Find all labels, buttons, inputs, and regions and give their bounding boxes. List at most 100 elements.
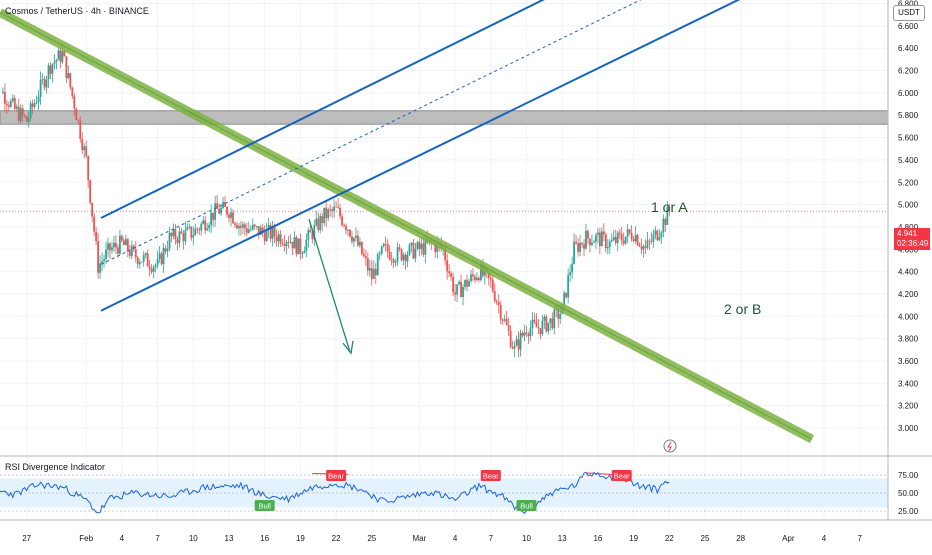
candle-body xyxy=(138,262,141,265)
candle-body xyxy=(7,105,10,107)
x-tick-label: 10 xyxy=(189,534,198,543)
candle-body xyxy=(608,241,611,248)
candle-body xyxy=(134,248,137,258)
candle-body xyxy=(59,50,62,62)
candle-body xyxy=(176,239,179,243)
candle-body xyxy=(208,224,211,229)
candle-body xyxy=(186,227,189,230)
candle-body xyxy=(226,206,228,215)
candle-body xyxy=(410,242,413,245)
candle-body xyxy=(390,259,393,261)
y-tick-label: 3.600 xyxy=(898,357,919,366)
candle-body xyxy=(83,146,86,151)
candle-body xyxy=(240,225,242,228)
candle-body xyxy=(359,241,361,246)
candle-body xyxy=(303,250,306,254)
candle-body xyxy=(121,235,123,241)
candle-body xyxy=(638,245,641,247)
candle-body xyxy=(519,332,522,350)
candle-body xyxy=(362,254,365,257)
candle-body xyxy=(245,228,248,233)
candle-body xyxy=(434,243,437,252)
candle-body xyxy=(487,271,490,278)
candle-body xyxy=(493,291,496,302)
down-arrow-head xyxy=(342,340,354,355)
candle-body xyxy=(589,238,591,246)
candle-body xyxy=(327,209,330,219)
candle-body xyxy=(105,249,107,260)
x-tick-label: 19 xyxy=(296,534,305,543)
candle-body xyxy=(307,230,310,240)
candle-body xyxy=(646,240,649,248)
candle-body xyxy=(33,103,36,107)
candle-body xyxy=(130,245,133,256)
candle-body xyxy=(214,203,217,220)
candle-body xyxy=(230,212,232,219)
y-tick-label: 6.800 xyxy=(898,0,919,9)
candle-body xyxy=(462,287,464,298)
candle-body xyxy=(360,241,363,255)
candle-body xyxy=(515,339,518,346)
candle-body xyxy=(470,274,472,282)
signal-label: Bull xyxy=(258,502,271,511)
candle-body xyxy=(335,206,337,208)
candle-body xyxy=(591,242,593,246)
candle-body xyxy=(563,292,566,305)
signal-label: Bear xyxy=(328,472,344,481)
candle-body xyxy=(450,273,453,277)
candle-body xyxy=(228,214,230,219)
candle-body xyxy=(531,319,534,328)
candle-body xyxy=(224,202,226,207)
candle-body xyxy=(612,236,615,240)
x-tick-label: 22 xyxy=(665,534,674,543)
candle-body xyxy=(281,243,284,245)
candle-body xyxy=(283,244,286,247)
candle-body xyxy=(424,238,427,255)
candle-body xyxy=(595,234,597,242)
candle-body xyxy=(178,231,181,243)
candle-body xyxy=(182,233,185,242)
candle-body xyxy=(658,236,661,241)
candle-body xyxy=(150,268,153,272)
candle-body xyxy=(507,324,510,331)
candle-body xyxy=(343,224,345,226)
x-tick-label: 4 xyxy=(453,534,458,543)
candle-body xyxy=(364,256,367,259)
candle-body xyxy=(232,212,234,224)
candle-body xyxy=(668,207,671,212)
drawings[interactable] xyxy=(0,0,815,453)
candle-body xyxy=(259,227,262,235)
candle-body xyxy=(525,332,528,334)
candle-body xyxy=(184,229,187,242)
rsi-y-tick-label: 75.00 xyxy=(898,471,919,480)
candle-body xyxy=(408,244,411,255)
candle-body xyxy=(630,232,633,240)
candle-body xyxy=(19,108,22,121)
candle-body xyxy=(523,332,526,336)
candle-body xyxy=(386,244,389,252)
y-tick-label: 3.200 xyxy=(898,402,919,411)
candle-body xyxy=(454,292,456,295)
candle-body xyxy=(63,50,66,57)
candle-body xyxy=(388,251,391,260)
candle-body xyxy=(648,240,651,242)
candle-body xyxy=(610,239,613,242)
channel-lower-line xyxy=(100,0,741,312)
candle-body xyxy=(97,241,99,273)
candle-body xyxy=(311,232,314,240)
candle-body xyxy=(148,266,151,269)
candle-body xyxy=(136,257,139,265)
currency-button[interactable]: USDT xyxy=(893,5,925,21)
candle-body xyxy=(113,242,115,248)
candle-body xyxy=(21,108,24,116)
candle-body xyxy=(287,242,290,243)
bear-signal-badge xyxy=(326,470,347,481)
candle-body xyxy=(333,206,336,211)
candle-body xyxy=(513,345,516,349)
candle-body xyxy=(180,231,183,234)
y-tick-label: 5.400 xyxy=(898,156,919,165)
candle-body xyxy=(295,237,298,255)
channel-median-line xyxy=(100,0,642,265)
